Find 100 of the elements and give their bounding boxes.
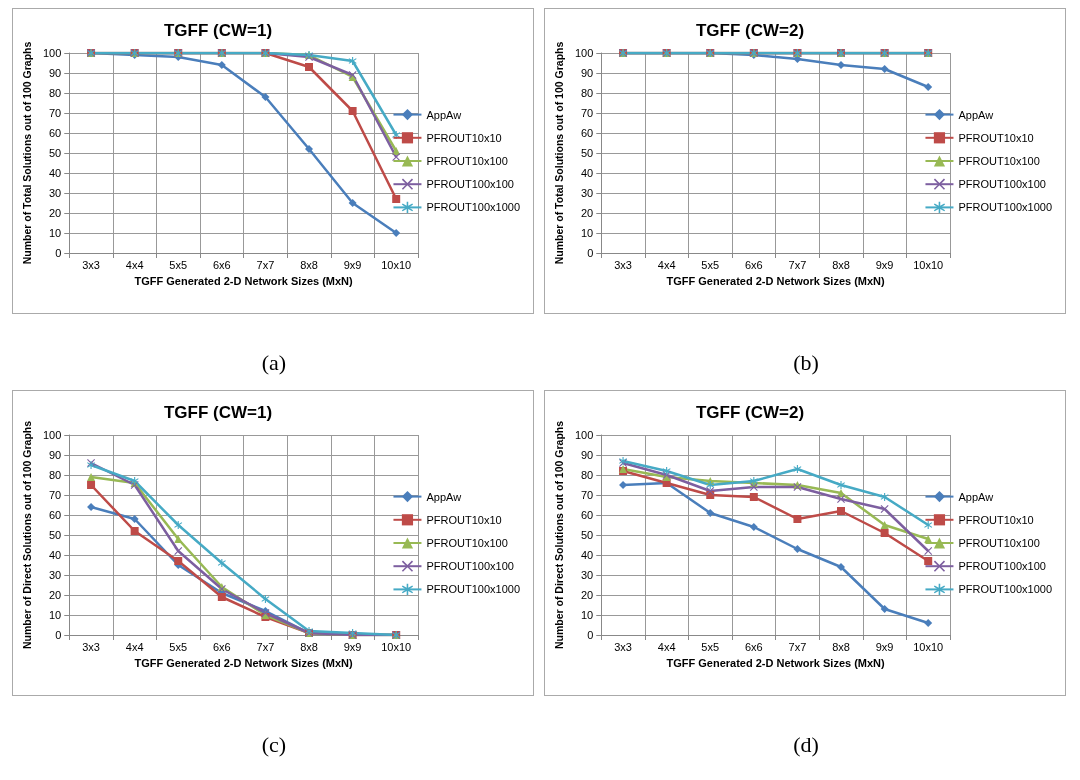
- x-tick-label: 6x6: [212, 640, 231, 653]
- y-tick-label: 10: [581, 609, 594, 621]
- x-tick-label: 4x4: [657, 258, 676, 271]
- y-tick-label: 90: [49, 449, 62, 461]
- x-axis-title: TGFF Generated 2-D Network Sizes (MxN): [134, 656, 354, 669]
- y-tick-label: 40: [49, 549, 62, 561]
- y-tick-label: 10: [581, 227, 594, 239]
- chart-title: TGFF (CW=1): [163, 21, 273, 40]
- y-tick-label: 10: [49, 227, 62, 239]
- legend-label: PFROUT10x10: [958, 513, 1034, 526]
- y-axis-title: Number of Total Solutions out of 100 Graphs: [552, 41, 565, 265]
- y-tick-label: 80: [581, 87, 594, 99]
- chart-title: TGFF (CW=2): [695, 21, 805, 40]
- x-tick-label: 7x7: [788, 640, 807, 653]
- y-tick-label: 70: [581, 107, 594, 119]
- y-tick-label: 100: [42, 429, 62, 441]
- x-tick-label: 9x9: [875, 640, 894, 653]
- y-tick-label: 10: [49, 609, 62, 621]
- x-tick-label: 10x10: [913, 258, 944, 271]
- y-tick-label: 90: [581, 449, 594, 461]
- y-tick-label: 100: [574, 47, 594, 59]
- y-axis-title: Number of Direct Solutions out of 100 Graphs: [20, 420, 33, 650]
- y-axis-title: Number of Total Solutions out of 100 Graphs: [20, 41, 33, 265]
- x-tick-label: 10x10: [381, 640, 412, 653]
- chart-title: TGFF (CW=1): [163, 403, 273, 422]
- legend-label: PFROUT10x10: [958, 131, 1034, 144]
- y-tick-label: 60: [581, 509, 594, 521]
- x-axis-title: TGFF Generated 2-D Network Sizes (MxN): [134, 274, 354, 287]
- y-tick-label: 20: [49, 589, 62, 601]
- x-tick-label: 3x3: [614, 640, 632, 653]
- x-tick-label: 7x7: [788, 258, 807, 271]
- x-axis-title: TGFF Generated 2-D Network Sizes (MxN): [666, 656, 886, 669]
- legend-label: AppAw: [426, 490, 462, 503]
- x-tick-label: 4x4: [657, 640, 676, 653]
- text: (d): [792, 732, 820, 758]
- x-tick-label: 6x6: [744, 258, 763, 271]
- y-tick-label: 0: [55, 629, 62, 641]
- x-tick-label: 9x9: [875, 258, 894, 271]
- y-tick-label: 70: [49, 489, 62, 501]
- x-tick-label: 5x5: [169, 640, 188, 653]
- legend-label: PFROUT100x100: [958, 560, 1046, 573]
- legend-label: PFROUT10x10: [426, 513, 502, 526]
- y-tick-label: 80: [49, 469, 62, 481]
- legend-label: PFROUT100x1000: [958, 201, 1052, 214]
- x-tick-label: 10x10: [381, 258, 412, 271]
- y-tick-label: 50: [581, 147, 594, 159]
- x-tick-label: 6x6: [212, 258, 231, 271]
- x-tick-label: 5x5: [701, 258, 720, 271]
- y-tick-label: 50: [581, 529, 594, 541]
- legend-label: AppAw: [958, 108, 994, 121]
- y-tick-label: 80: [581, 469, 594, 481]
- y-tick-label: 40: [581, 549, 594, 561]
- y-tick-label: 50: [49, 529, 62, 541]
- y-tick-label: 100: [574, 429, 594, 441]
- x-tick-label: 9x9: [343, 640, 362, 653]
- y-tick-label: 30: [49, 569, 62, 581]
- legend-label: PFROUT100x1000: [958, 583, 1052, 596]
- x-tick-label: 8x8: [300, 258, 318, 271]
- y-tick-label: 60: [49, 509, 62, 521]
- x-tick-label: 3x3: [82, 640, 100, 653]
- y-tick-label: 0: [55, 247, 62, 259]
- legend-label: PFROUT10x100: [426, 155, 508, 167]
- text: (a): [260, 350, 288, 376]
- legend-label: PFROUT10x100: [426, 537, 508, 549]
- legend-label: PFROUT10x100: [958, 155, 1040, 167]
- y-tick-label: 90: [49, 67, 62, 79]
- y-tick-label: 20: [581, 589, 594, 601]
- y-tick-label: 0: [587, 247, 594, 259]
- y-tick-label: 20: [49, 207, 62, 219]
- x-tick-label: 9x9: [343, 258, 362, 271]
- x-tick-label: 10x10: [913, 640, 944, 653]
- x-tick-label: 8x8: [832, 258, 850, 271]
- y-tick-label: 20: [581, 207, 594, 219]
- y-tick-label: 100: [42, 47, 62, 59]
- y-axis-title: Number of Direct Solutions out of 100 Graphs: [552, 420, 565, 650]
- y-tick-label: 40: [581, 167, 594, 179]
- legend-label: PFROUT10x100: [958, 537, 1040, 549]
- legend-label: PFROUT100x1000: [426, 583, 520, 596]
- y-tick-label: 70: [581, 489, 594, 501]
- y-tick-label: 60: [49, 127, 62, 139]
- x-tick-label: 6x6: [744, 640, 763, 653]
- x-tick-label: 8x8: [832, 640, 850, 653]
- chart-title: TGFF (CW=2): [695, 403, 805, 422]
- y-tick-label: 70: [49, 107, 62, 119]
- legend-label: PFROUT100x1000: [426, 201, 520, 214]
- text: (b): [792, 350, 820, 376]
- legend-label: AppAw: [426, 108, 462, 121]
- y-tick-label: 30: [49, 187, 62, 199]
- legend-label: AppAw: [958, 490, 994, 503]
- x-tick-label: 7x7: [256, 258, 275, 271]
- y-tick-label: 0: [587, 629, 594, 641]
- x-tick-label: 4x4: [125, 640, 144, 653]
- x-axis-title: TGFF Generated 2-D Network Sizes (MxN): [666, 274, 886, 287]
- x-tick-label: 3x3: [82, 258, 100, 271]
- legend-label: PFROUT100x100: [426, 178, 514, 191]
- legend-label: PFROUT10x10: [426, 131, 502, 144]
- x-tick-label: 8x8: [300, 640, 318, 653]
- y-tick-label: 50: [49, 147, 62, 159]
- x-tick-label: 3x3: [614, 258, 632, 271]
- y-tick-label: 90: [581, 67, 594, 79]
